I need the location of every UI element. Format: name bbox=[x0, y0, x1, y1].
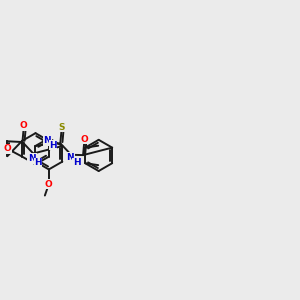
Text: H: H bbox=[73, 158, 80, 167]
Text: O: O bbox=[3, 144, 11, 153]
Text: H: H bbox=[49, 141, 57, 150]
Text: N: N bbox=[67, 153, 74, 162]
Text: O: O bbox=[80, 134, 88, 143]
Text: O: O bbox=[20, 122, 28, 130]
Text: O: O bbox=[45, 180, 53, 189]
Text: N: N bbox=[28, 154, 36, 163]
Text: H: H bbox=[34, 158, 42, 167]
Text: N: N bbox=[44, 136, 51, 145]
Text: S: S bbox=[58, 123, 65, 132]
